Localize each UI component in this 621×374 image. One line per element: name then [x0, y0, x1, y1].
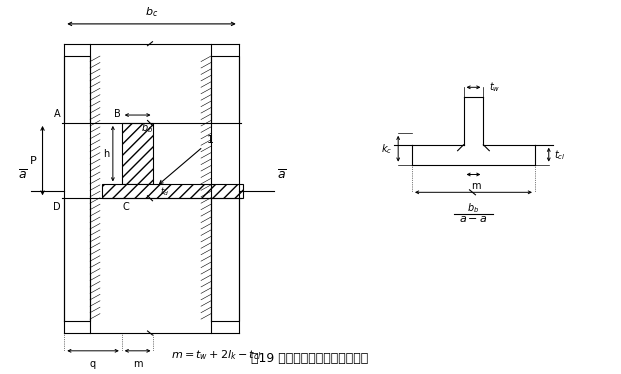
Text: m: m	[471, 181, 480, 191]
Text: 1: 1	[207, 135, 214, 145]
Text: B: B	[114, 109, 121, 119]
Text: q: q	[90, 359, 96, 369]
Text: D: D	[53, 202, 60, 212]
Text: $k_c$: $k_c$	[381, 142, 392, 156]
Text: $b_b$: $b_b$	[468, 201, 479, 215]
Text: 图19 柱翼缘在拉力下的受力情况: 图19 柱翼缘在拉力下的受力情况	[252, 352, 369, 365]
Text: m: m	[133, 359, 142, 369]
Text: $t_w$: $t_w$	[489, 80, 501, 94]
Text: $t_{cl}$: $t_{cl}$	[554, 148, 565, 162]
Text: $\overline{a}$: $\overline{a}$	[18, 169, 27, 182]
Text: $m=t_w+2l_k-t_{cl}$: $m=t_w+2l_k-t_{cl}$	[171, 348, 262, 362]
Text: $\overline{a}$: $\overline{a}$	[278, 169, 287, 182]
Text: $b_c$: $b_c$	[145, 5, 158, 19]
Text: A: A	[54, 109, 60, 119]
Text: $t_d$: $t_d$	[160, 185, 170, 197]
Bar	[122, 123, 153, 184]
Text: $a-a$: $a-a$	[459, 214, 487, 224]
Text: $b_b$: $b_b$	[142, 121, 153, 135]
Text: P: P	[30, 156, 37, 166]
Bar	[102, 184, 243, 198]
Text: h: h	[102, 149, 109, 159]
Text: C: C	[123, 202, 130, 212]
